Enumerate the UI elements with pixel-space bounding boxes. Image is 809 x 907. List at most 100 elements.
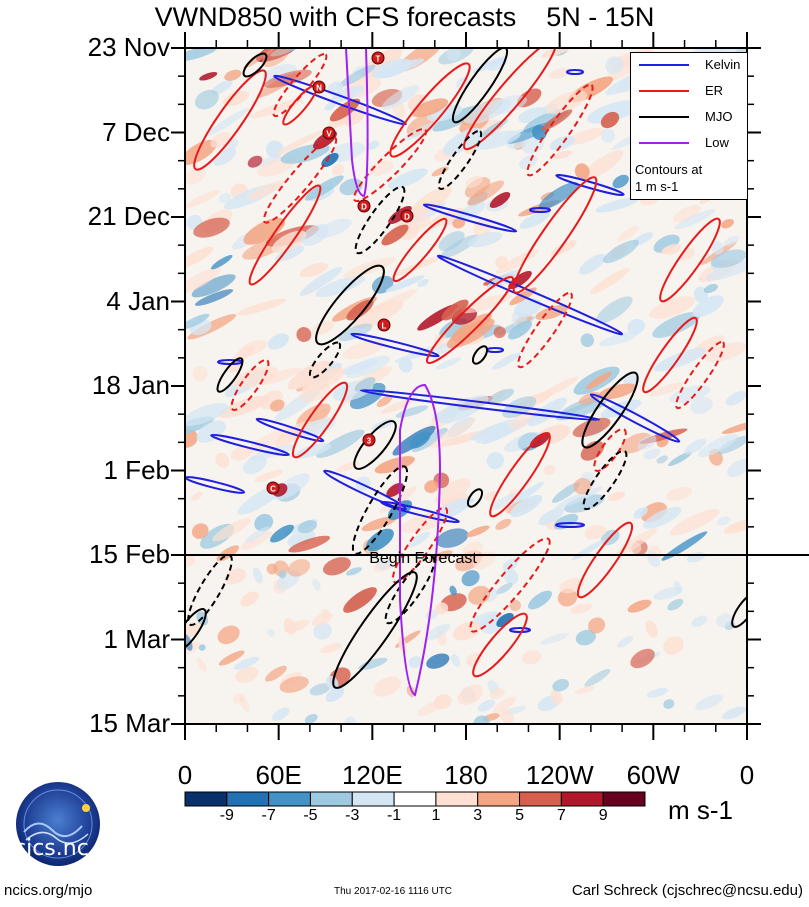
wind-anomaly-patch [218,192,232,204]
wind-anomaly-patch [313,622,332,640]
wind-anomaly-patch [603,239,640,264]
wind-anomaly-patch [502,558,519,572]
er-contour [193,69,267,171]
wind-anomaly-patch [218,650,245,666]
legend-label: MJO [705,109,733,124]
y-tick-label: 1 Mar [103,623,170,654]
wind-anomaly-patch [477,699,496,712]
storm-marker-label: D [361,203,367,212]
wind-anomaly-core [409,431,431,449]
legend-item: MJO [635,109,743,125]
wind-anomaly-patch [248,180,285,201]
er-contour [489,432,551,518]
wind-anomaly-patch [338,323,373,342]
kelvin-contour [555,173,625,197]
wind-anomaly-patch [434,602,449,615]
wind-anomaly-patch [279,676,309,693]
wind-anomaly-patch [471,130,521,150]
kelvin-contour [210,433,290,457]
wind-anomaly-patch [617,635,634,648]
wind-anomaly-patch [193,217,230,238]
wind-anomaly-patch [417,700,444,716]
wind-anomaly-patch [411,98,449,118]
er-contour [593,428,627,472]
wind-anomaly-patch [595,296,633,324]
wind-anomaly-patch [519,155,538,170]
wind-anomaly-patch [196,658,207,672]
er-contour [463,48,557,151]
wind-anomaly-patch [367,160,394,176]
wind-anomaly-patch [695,694,724,711]
wind-anomaly-patch [304,713,318,724]
wind-anomaly-core [329,98,361,122]
wind-anomaly-patch [585,371,612,390]
legend: Kelvin ER MJO Low Contours at 1 m s-1 [630,52,748,200]
mjo-contour [315,264,385,346]
wind-anomaly-patch [605,56,624,74]
colorbar-level-label: -7 [261,807,276,824]
x-tick-label: 0 [177,760,193,790]
wind-anomaly-patch [572,417,611,438]
er-contour [469,537,551,633]
footer-url[interactable]: ncics.org/mjo [4,882,93,899]
wind-anomaly-patch [198,644,206,651]
mjo-contour [437,129,483,191]
storm-marker: T [371,51,385,65]
wind-anomaly-patch [717,516,731,526]
wind-anomaly-patch [705,259,747,281]
wind-anomaly-patch [723,235,740,247]
kelvin-contour [555,522,585,528]
wind-anomaly-patch [185,166,206,185]
wind-anomaly-patch [426,653,450,669]
wind-anomaly-patch [316,429,365,458]
wind-anomaly-patch [573,477,592,495]
wind-anomaly-patch [669,385,711,404]
er-contour [392,217,448,283]
colorbar-swatch [268,791,311,807]
storm-marker-dot [312,80,326,94]
wind-anomaly-patch [716,613,732,628]
wind-anomaly-patch [452,621,481,641]
er-contour [425,275,515,365]
wind-anomaly-patch [669,508,720,536]
wind-anomaly-patch [408,656,423,668]
wind-anomaly-patch [275,245,305,262]
storm-marker-dot [362,433,376,447]
wind-anomaly-patch [519,211,551,229]
wind-anomaly-patch [617,225,639,242]
wind-anomaly-patch [480,613,505,634]
wind-anomaly-patch [425,610,438,620]
wind-anomaly-patch [578,253,606,275]
wind-anomaly-patch [380,398,414,414]
wind-anomaly-patch [491,352,521,370]
wind-anomaly-patch [267,629,275,638]
wind-anomaly-patch [446,48,461,62]
wind-anomaly-patch [367,140,380,150]
wind-anomaly-patch [587,100,641,124]
er-contour [512,176,598,294]
wind-anomaly-patch [440,234,479,259]
mjo-contour [581,371,639,449]
x-tick-label: 120E [341,760,403,790]
wind-anomaly-patch [224,69,242,81]
wind-anomaly-patch [583,150,624,180]
legend-swatch [639,64,689,66]
wind-anomaly-patch [264,665,287,682]
kelvin-contour [323,469,407,511]
wind-anomaly-patch [311,612,333,627]
wind-anomaly-patch [385,275,425,292]
storm-marker-dot [400,209,414,223]
mjo-contour [216,357,244,393]
kelvin-contour [566,69,584,75]
colorbar-swatch [226,791,270,807]
mjo-contour [731,592,747,628]
colorbar-swatch [393,791,437,807]
wind-anomaly-patch [722,706,747,720]
y-tick-label: 7 Dec [102,116,170,147]
logo-wave [25,831,89,844]
wind-anomaly-patch [543,464,556,476]
logo-sun [82,804,90,812]
wind-anomaly-patch [242,455,267,475]
y-tick-label: 23 Nov [87,32,170,62]
wind-anomaly-patch [299,262,329,278]
